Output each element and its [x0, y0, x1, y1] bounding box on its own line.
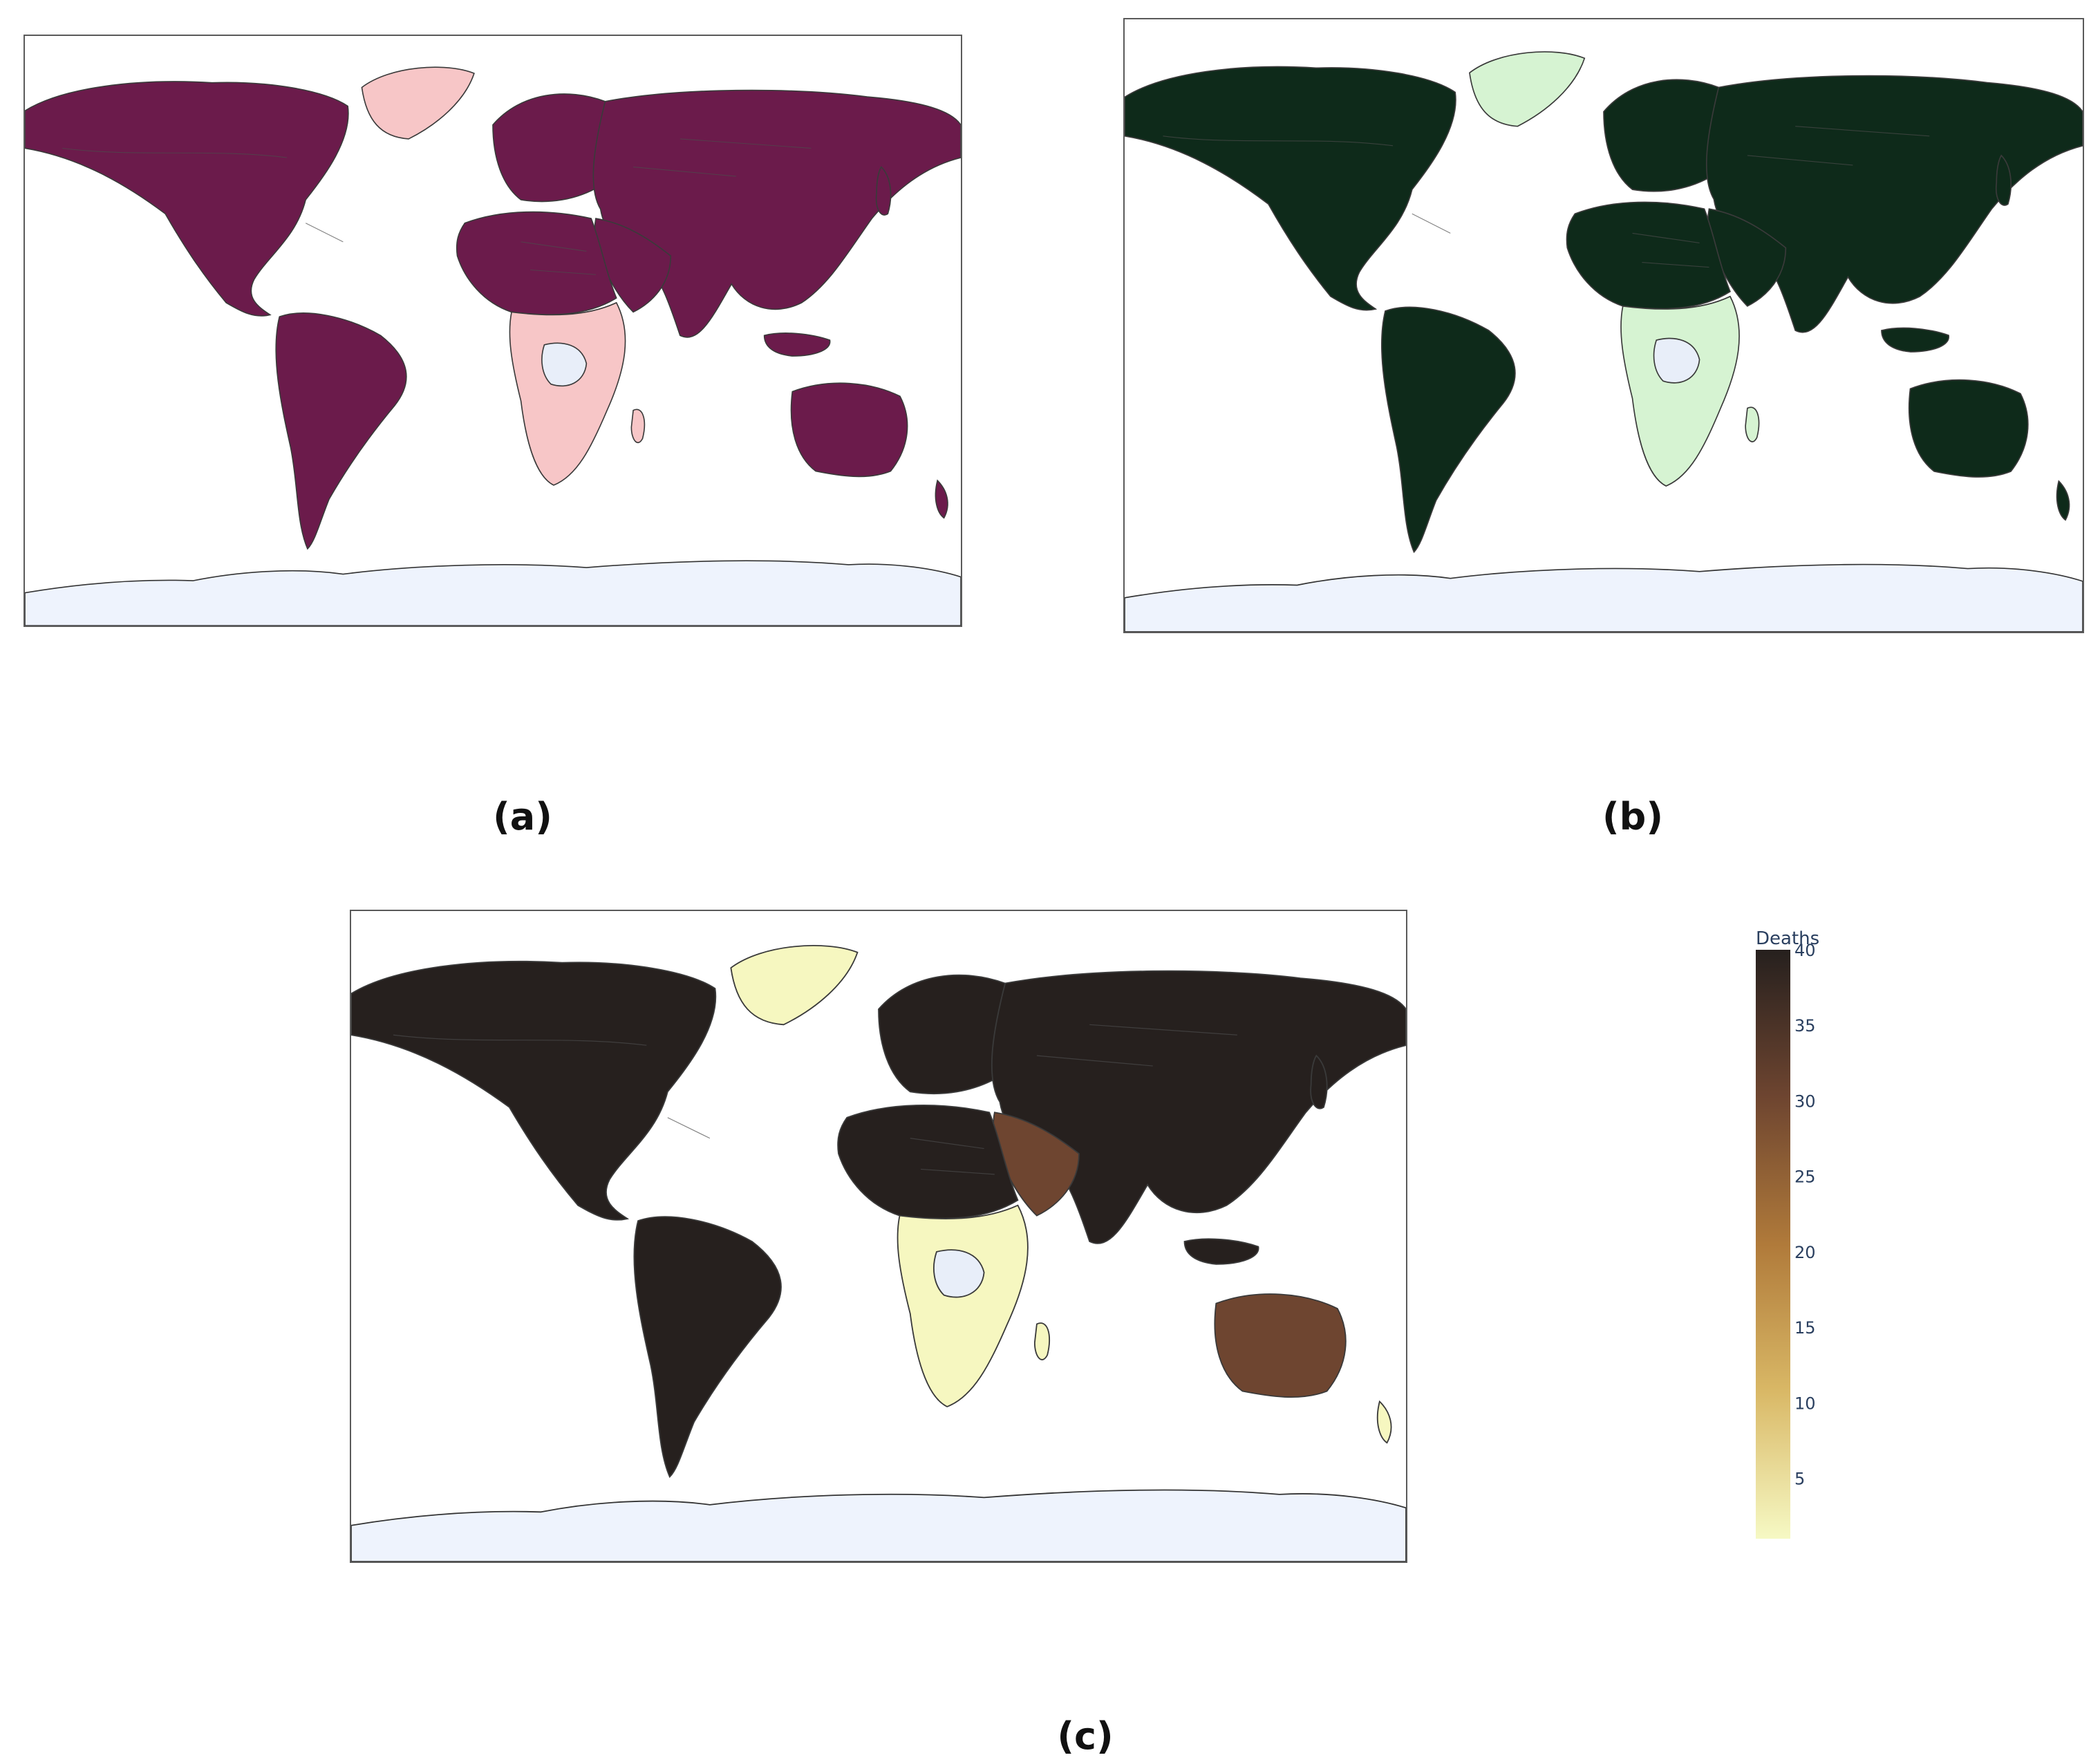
colorbar-tick-label: 5 [1794, 1470, 1805, 1489]
colorbar-tick-label: 10 [1794, 1394, 1816, 1413]
border-line-a-3 [679, 138, 812, 149]
country-australia [1908, 379, 2029, 478]
country-madagascar [1745, 406, 1760, 442]
country-japan [1310, 1054, 1328, 1109]
choropleth-map-c [350, 910, 1407, 1563]
map-a-svg [25, 66, 961, 626]
country-madagascar [630, 409, 646, 443]
country-greenland [730, 945, 859, 1026]
border-line-c-1 [910, 1138, 984, 1150]
country-africa-north [456, 211, 617, 315]
country-indonesia [1881, 327, 1949, 353]
country-africa-north [1566, 201, 1731, 310]
colorbar-tick-label: 30 [1794, 1091, 1816, 1111]
caption-a: (a) [493, 795, 552, 838]
colorbar-tick-label: 20 [1794, 1243, 1816, 1262]
country-south-america [1380, 306, 1516, 554]
border-line-c-5 [667, 1117, 711, 1139]
border-line-a-2 [530, 269, 596, 275]
country-australia [1214, 1293, 1347, 1398]
colorbar-legend: Deaths 40 35 30 25 20 15 10 5 [1756, 930, 1866, 1553]
border-line-b-3 [1795, 126, 1930, 137]
country-north-america [351, 960, 717, 1221]
country-antarctica [351, 1489, 1406, 1562]
colorbar-tick-label: 25 [1794, 1168, 1816, 1187]
country-antarctica [1125, 563, 2083, 632]
country-indonesia [1183, 1238, 1259, 1265]
map-c-svg [351, 945, 1406, 1562]
colorbar-tick-label: 40 [1794, 941, 1816, 960]
country-indonesia [763, 332, 831, 357]
country-north-america [25, 81, 349, 317]
country-japan [1995, 154, 2012, 206]
country-australia [790, 382, 908, 478]
border-line-b-5 [1412, 213, 1451, 234]
country-africa-congo [541, 342, 588, 387]
border-line-b-4 [1747, 155, 1853, 166]
country-africa-south [509, 301, 626, 486]
country-north-america [1125, 66, 1456, 311]
colorbar-tick-label: 35 [1794, 1016, 1816, 1035]
border-line-a-1 [521, 241, 587, 252]
border-line-b-1 [1632, 232, 1700, 244]
country-madagascar [1033, 1322, 1050, 1360]
choropleth-map-a [24, 35, 962, 627]
border-line-a-4 [633, 167, 737, 177]
country-new-zealand [1376, 1400, 1392, 1444]
border-line-c-3 [1089, 1024, 1237, 1035]
country-japan [875, 166, 892, 216]
country-africa-north [837, 1104, 1019, 1219]
country-greenland [1469, 51, 1586, 127]
colorbar-gradient [1756, 950, 1790, 1539]
country-africa-congo [1653, 337, 1700, 384]
border-line-a-5 [305, 223, 344, 243]
caption-c: (c) [1057, 1714, 1114, 1758]
country-africa-south [1620, 295, 1740, 487]
map-b-svg [1125, 51, 2083, 632]
country-greenland [361, 66, 475, 140]
country-south-america [633, 1216, 782, 1479]
border-line-a-0 [62, 147, 288, 158]
border-line-b-2 [1642, 262, 1709, 268]
country-africa-congo [933, 1249, 985, 1298]
border-line-c-0 [393, 1034, 647, 1046]
border-line-c-2 [920, 1168, 995, 1175]
caption-b: (b) [1602, 795, 1664, 838]
choropleth-map-b [1123, 18, 2084, 633]
border-line-b-0 [1163, 135, 1394, 147]
border-line-c-4 [1036, 1055, 1153, 1067]
country-new-zealand [935, 479, 948, 519]
colorbar-tick-label: 15 [1794, 1318, 1816, 1338]
colorbar-title: Deaths [1756, 930, 1819, 949]
country-africa-south [897, 1204, 1029, 1407]
country-south-america [275, 312, 407, 550]
country-antarctica [25, 560, 961, 626]
country-new-zealand [2056, 480, 2070, 521]
